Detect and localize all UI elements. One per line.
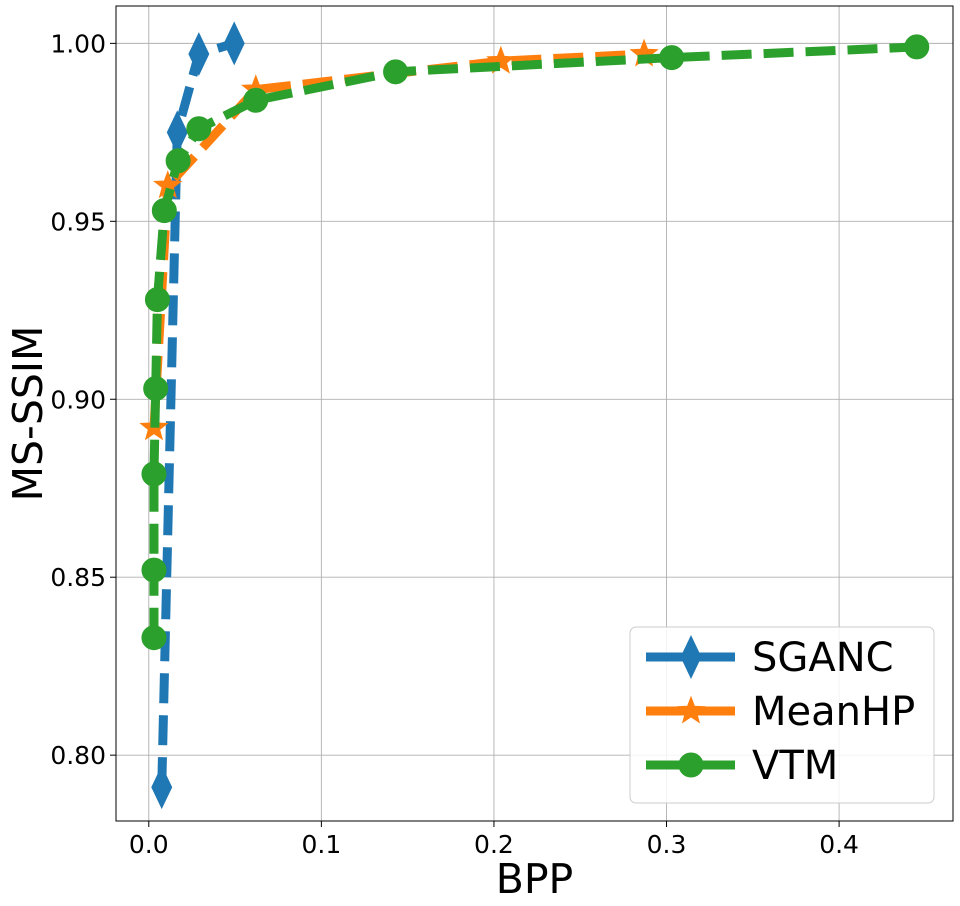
legend-box bbox=[629, 626, 935, 804]
data-point-marker bbox=[383, 59, 409, 85]
data-point-marker bbox=[904, 34, 930, 60]
y-tick-label: 0.85 bbox=[50, 563, 106, 592]
x-tick-label: 0.0 bbox=[129, 830, 169, 859]
legend-label: SGANC bbox=[752, 635, 894, 681]
data-point-marker bbox=[143, 376, 169, 402]
plot-frame bbox=[115, 5, 954, 822]
y-tick-label: 0.90 bbox=[50, 385, 106, 414]
legend-label: VTM bbox=[752, 743, 838, 789]
legend-items: SGANC MeanHP VTM bbox=[646, 635, 915, 789]
series-meanhp bbox=[139, 38, 659, 441]
data-point-marker bbox=[151, 765, 173, 810]
data-point-marker bbox=[186, 116, 212, 142]
data-point-marker bbox=[141, 461, 167, 487]
data-point-marker bbox=[659, 45, 685, 71]
y-tick-label: 0.80 bbox=[50, 741, 106, 770]
y-axis-title: MS-SSIM bbox=[4, 326, 52, 502]
data-point-marker bbox=[166, 110, 188, 155]
series-layer bbox=[139, 21, 930, 810]
grid-layer bbox=[116, 6, 953, 821]
x-tick-label: 0.1 bbox=[301, 830, 341, 859]
data-point-marker bbox=[141, 625, 167, 651]
series-line bbox=[157, 39, 236, 788]
legend-marker bbox=[678, 752, 704, 778]
x-tick-label: 0.3 bbox=[647, 830, 687, 859]
legend: SGANC MeanHP VTM bbox=[629, 626, 935, 804]
data-point-marker bbox=[141, 557, 167, 583]
legend-marker bbox=[676, 695, 706, 724]
y-tick-label: 1.00 bbox=[50, 29, 106, 58]
legend-item: SGANC bbox=[646, 635, 894, 681]
x-tick-label: 0.4 bbox=[819, 830, 859, 859]
data-point-marker bbox=[486, 45, 516, 74]
data-point-marker bbox=[223, 21, 245, 66]
data-point-marker bbox=[144, 287, 170, 313]
legend-item: MeanHP bbox=[646, 689, 915, 735]
data-point-marker bbox=[151, 198, 177, 224]
x-tick-label: 0.2 bbox=[474, 830, 514, 859]
y-tick-label: 0.95 bbox=[50, 207, 106, 236]
series-line bbox=[149, 42, 917, 638]
series-vtm bbox=[141, 34, 930, 651]
tick-layer: 0.0 0.1 0.2 0.3 0.4 0.80 0.85 0.90 0.95 1.00 bbox=[50, 29, 859, 859]
data-point-marker bbox=[165, 148, 191, 174]
legend-label: MeanHP bbox=[752, 689, 915, 735]
legend-item: VTM bbox=[646, 743, 838, 789]
data-point-marker bbox=[243, 87, 269, 113]
legend-marker bbox=[680, 635, 702, 679]
data-point-marker bbox=[188, 32, 210, 77]
x-axis-title: BPP bbox=[496, 855, 574, 903]
